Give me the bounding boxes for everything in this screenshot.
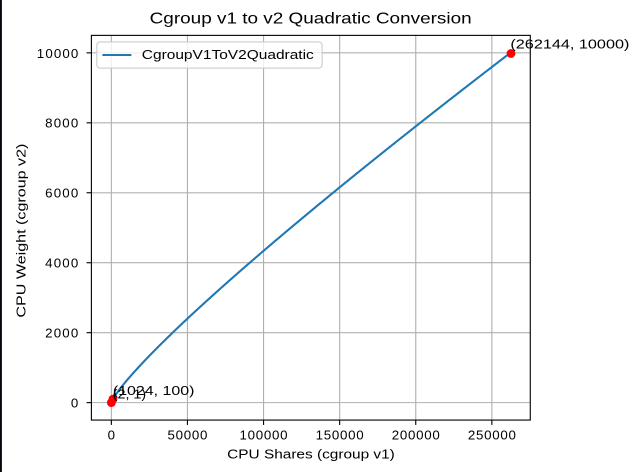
svg-text:0: 0 [108, 428, 115, 443]
svg-text:0: 0 [71, 396, 78, 411]
svg-text:CPU Weight (cgroup v2): CPU Weight (cgroup v2) [13, 144, 28, 318]
svg-text:10000: 10000 [37, 46, 79, 61]
svg-text:Cgroup v1 to v2 Quadratic Conv: Cgroup v1 to v2 Quadratic Conversion [150, 10, 472, 27]
svg-text:8000: 8000 [45, 116, 78, 131]
svg-text:200000: 200000 [392, 428, 440, 443]
svg-text:6000: 6000 [45, 186, 78, 201]
svg-text:(262144, 10000): (262144, 10000) [510, 37, 629, 52]
svg-text:CPU Shares (cgroup v1): CPU Shares (cgroup v1) [227, 446, 395, 461]
svg-text:250000: 250000 [468, 428, 516, 443]
svg-text:50000: 50000 [167, 428, 207, 443]
svg-text:2000: 2000 [45, 326, 78, 341]
svg-text:150000: 150000 [316, 428, 364, 443]
svg-text:(2, 1): (2, 1) [113, 387, 147, 402]
svg-text:(1024, 100): (1024, 100) [113, 383, 194, 398]
svg-text:100000: 100000 [240, 428, 288, 443]
svg-text:CgroupV1ToV2Quadratic: CgroupV1ToV2Quadratic [142, 47, 314, 62]
svg-text:4000: 4000 [45, 256, 78, 271]
